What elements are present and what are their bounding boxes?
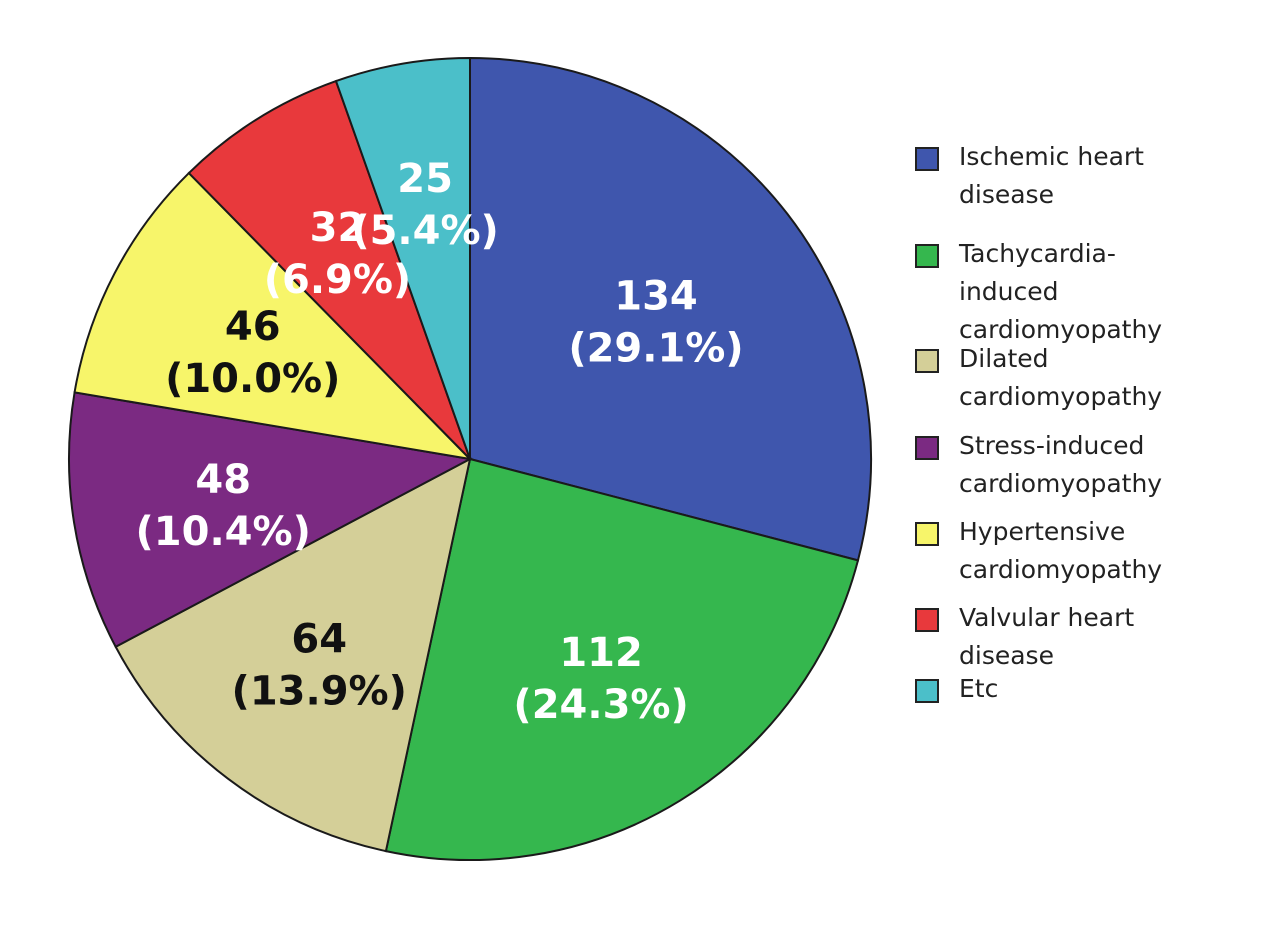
legend-item: Ischemic heart disease xyxy=(915,142,1219,214)
legend-swatch xyxy=(915,522,939,546)
legend-item: Stress-induced cardiomyopathy xyxy=(915,431,1219,503)
legend-item: Etc xyxy=(915,674,1219,708)
pie-slice-3 xyxy=(114,457,472,853)
legend-item: Valvular heart disease xyxy=(915,603,1219,675)
slice-percent-label: (5.4%) xyxy=(351,208,499,254)
slice-value-label: 64 xyxy=(291,616,347,662)
legend-swatch xyxy=(915,147,939,171)
slice-percent-label: (6.9%) xyxy=(264,257,412,303)
slice-percent-label: (10.0%) xyxy=(165,356,340,402)
pie-slice-7 xyxy=(334,56,471,460)
legend-swatch xyxy=(915,349,939,373)
slice-value-label: 32 xyxy=(310,205,366,251)
legend-label: Dilated cardiomyopathy xyxy=(959,344,1163,411)
legend-label: Stress-induced cardiomyopathy xyxy=(959,431,1163,498)
pie-slice-4 xyxy=(68,391,474,649)
pie-slice-2 xyxy=(384,457,860,861)
slice-value-label: 134 xyxy=(614,273,698,319)
legend-item: Dilated cardiomyopathy xyxy=(915,344,1219,416)
slice-percent-label: (24.3%) xyxy=(513,682,688,728)
legend-swatch xyxy=(915,679,939,703)
pie-slices xyxy=(68,56,872,861)
legend-swatch xyxy=(915,244,939,268)
slice-percent-label: (13.9%) xyxy=(232,668,407,714)
pie-labels: 134 (29.1%) 112 (24.3%) 64 (13.9%) 48 (10.4%) 46… xyxy=(136,156,744,728)
legend-label: Tachycardia- induced cardiomyopathy xyxy=(959,239,1163,344)
legend-label: Ischemic heart disease xyxy=(959,142,1144,209)
slice-value-label: 46 xyxy=(225,304,281,350)
slice-value-label: 48 xyxy=(195,457,251,503)
slice-percent-label: (10.4%) xyxy=(136,509,311,555)
legend-label: Valvular heart disease xyxy=(959,603,1135,670)
slice-value-label: 25 xyxy=(397,156,453,202)
legend-swatch xyxy=(915,608,939,632)
pie-slice-5 xyxy=(73,171,473,461)
slice-value-label: 112 xyxy=(559,630,643,676)
legend-item: Tachycardia- induced cardiomyopathy xyxy=(915,239,1219,349)
legend-swatch xyxy=(915,436,939,460)
legend-label: Etc xyxy=(959,674,999,703)
slice-percent-label: (29.1%) xyxy=(568,325,743,371)
pie-slice-6 xyxy=(187,79,471,460)
pie-slice-1 xyxy=(469,56,872,562)
legend-item: Hypertensive cardiomyopathy xyxy=(915,517,1219,589)
legend-label: Hypertensive cardiomyopathy xyxy=(959,517,1163,584)
